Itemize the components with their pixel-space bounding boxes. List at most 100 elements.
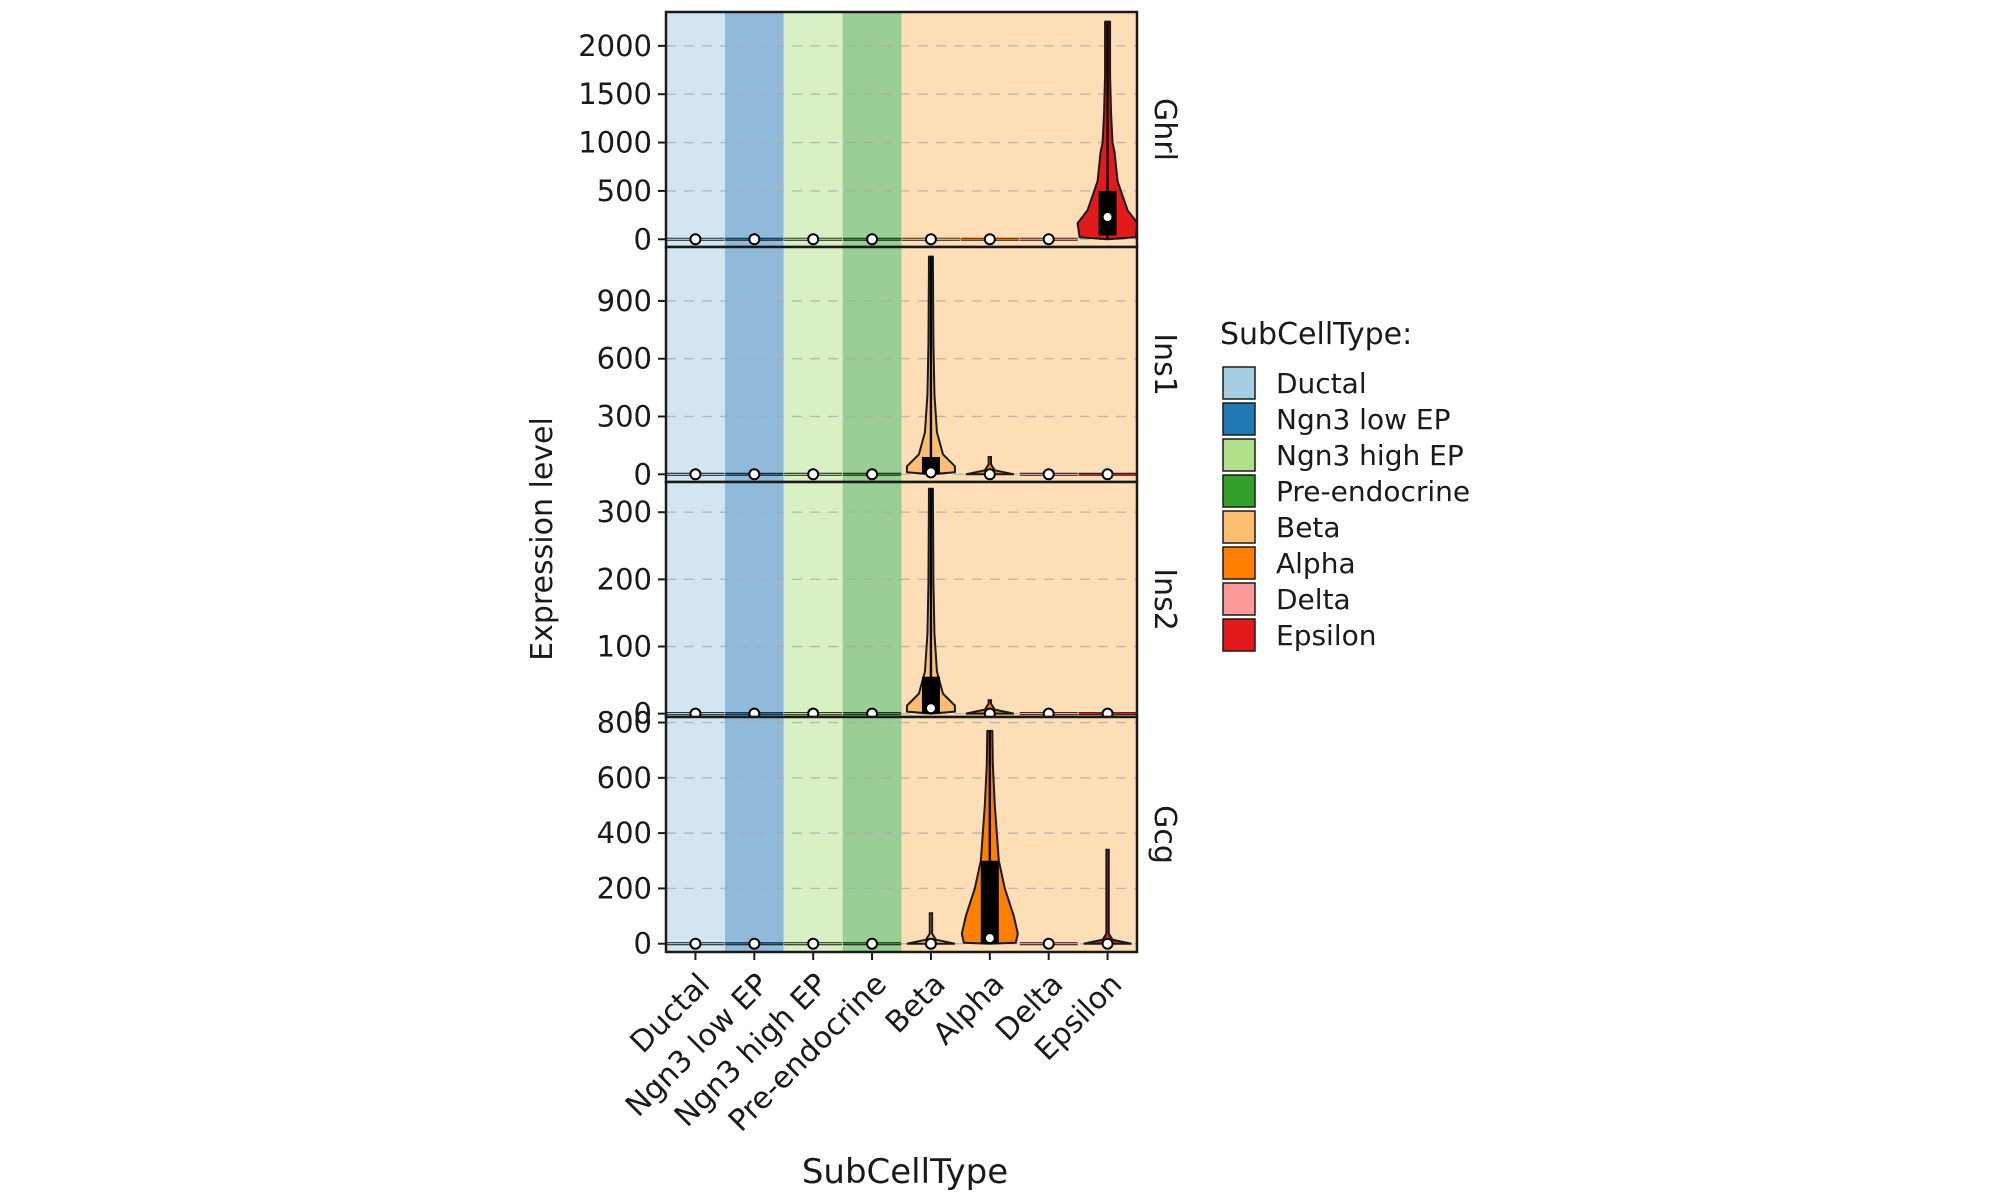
violin-ductal-median <box>689 468 702 481</box>
violin-ngn3-high-ep-median <box>807 468 820 481</box>
y-tick-label: 1500 <box>578 77 652 111</box>
y-tick-label: 0 <box>634 457 652 491</box>
violin-ngn3-low-ep-median <box>748 707 761 717</box>
violins <box>666 255 1137 481</box>
y-tick-label: 300 <box>597 495 652 529</box>
legend-label: Alpha <box>1276 547 1356 580</box>
y-tick-label: 1000 <box>578 126 652 160</box>
violin-ngn3-high-ep-median <box>807 233 820 246</box>
legend-label: Ngn3 low EP <box>1276 403 1450 436</box>
x-axis-title: SubCellType <box>802 1152 1008 1192</box>
violin-ductal-median <box>689 707 702 717</box>
violin-epsilon-median <box>1101 468 1114 481</box>
legend-label: Ngn3 high EP <box>1276 439 1464 472</box>
violin-pre-endocrine-median <box>866 707 879 717</box>
legend-swatch <box>1222 618 1256 652</box>
violin-beta-median <box>924 937 937 950</box>
violin-ngn3-low-ep-median <box>748 233 761 246</box>
group-background <box>842 717 902 952</box>
violin-beta <box>906 912 956 945</box>
y-tick-label: 200 <box>597 871 652 905</box>
group-background <box>842 12 902 247</box>
group-background <box>724 717 784 952</box>
group-background <box>724 482 784 717</box>
legend-label: Beta <box>1276 511 1341 544</box>
violin-alpha <box>965 455 1015 476</box>
group-background <box>666 247 725 482</box>
legend-label: Epsilon <box>1276 619 1377 652</box>
group-background <box>724 12 784 247</box>
violin-alpha-median <box>983 707 996 717</box>
violin-alpha-iqr-box <box>980 860 999 944</box>
y-tick-label: 600 <box>597 342 652 376</box>
y-tick-label: 200 <box>597 562 652 596</box>
violin-pre-endocrine-median <box>866 233 879 246</box>
legend-swatch <box>1222 510 1256 544</box>
y-tick-label: 800 <box>597 706 652 740</box>
facet-label: Ghrl <box>1147 98 1182 161</box>
violin-delta-median <box>1042 233 1055 246</box>
panel-border <box>664 715 1139 954</box>
violin-ductal-median <box>689 233 702 246</box>
violin-alpha-median <box>983 468 996 481</box>
y-tick-label: 900 <box>597 284 652 318</box>
group-background <box>901 717 1137 952</box>
violin-beta-median <box>924 466 937 479</box>
violin-alpha-median <box>983 932 996 945</box>
group-background <box>901 482 1137 717</box>
y-tick-label: 500 <box>597 174 652 208</box>
facet-label: Ins2 <box>1147 568 1182 631</box>
violin-alpha <box>965 699 1015 715</box>
legend-swatch <box>1222 546 1256 580</box>
violin-ductal-median <box>689 937 702 950</box>
y-tick-label: 0 <box>634 697 652 731</box>
facet-panels: 0500100015002000Ghrl0300600900Ins1010020… <box>578 10 1182 961</box>
violin-epsilon-median <box>1101 211 1114 224</box>
violin-delta-median <box>1042 937 1055 950</box>
legend-label: Delta <box>1276 583 1351 616</box>
violins <box>666 487 1137 717</box>
violins <box>666 729 1132 950</box>
y-axis-title: Expression level <box>525 417 560 661</box>
legend-label: Ductal <box>1276 367 1367 400</box>
violin-ngn3-high-ep-median <box>807 707 820 717</box>
facet-panel-ins2: 0 100 200 300 Ins2 <box>597 480 1182 731</box>
violin-delta-median <box>1042 468 1055 481</box>
violins <box>666 20 1137 246</box>
violin-beta-median <box>924 233 937 246</box>
facet-label: Ins1 <box>1147 333 1182 396</box>
violin-epsilon <box>1083 848 1132 945</box>
legend-swatch <box>1222 474 1256 508</box>
violin-ngn3-low-ep-median <box>748 937 761 950</box>
violin-delta-median <box>1042 707 1055 717</box>
group-background <box>724 247 784 482</box>
group-background <box>783 717 843 952</box>
y-tick-label: 0 <box>634 927 652 961</box>
group-background <box>666 12 725 247</box>
group-background <box>666 717 725 952</box>
y-tick-label: 600 <box>597 761 652 795</box>
y-tick-label: 400 <box>597 816 652 850</box>
group-background <box>842 247 902 482</box>
legend-swatch <box>1222 438 1256 472</box>
violin-ngn3-low-ep-median <box>748 468 761 481</box>
violin-beta-median <box>924 702 937 715</box>
violin-epsilon-median <box>1101 937 1114 950</box>
violin-ngn3-high-ep-median <box>807 937 820 950</box>
y-tick-label: 0 <box>634 222 652 256</box>
facet-panel-ins1: 0 300 600 900 Ins1 <box>597 245 1182 491</box>
y-tick-label: 300 <box>597 400 652 434</box>
facet-label: Gcg <box>1147 805 1182 864</box>
legend-swatch <box>1222 402 1256 436</box>
legend-swatch <box>1222 366 1256 400</box>
group-background <box>783 12 843 247</box>
group-background <box>783 247 843 482</box>
legend-swatch <box>1222 582 1256 616</box>
y-tick-label: 100 <box>597 630 652 664</box>
violin-alpha-median <box>983 233 996 246</box>
group-background <box>783 482 843 717</box>
legend-title: SubCellType: <box>1220 317 1412 352</box>
